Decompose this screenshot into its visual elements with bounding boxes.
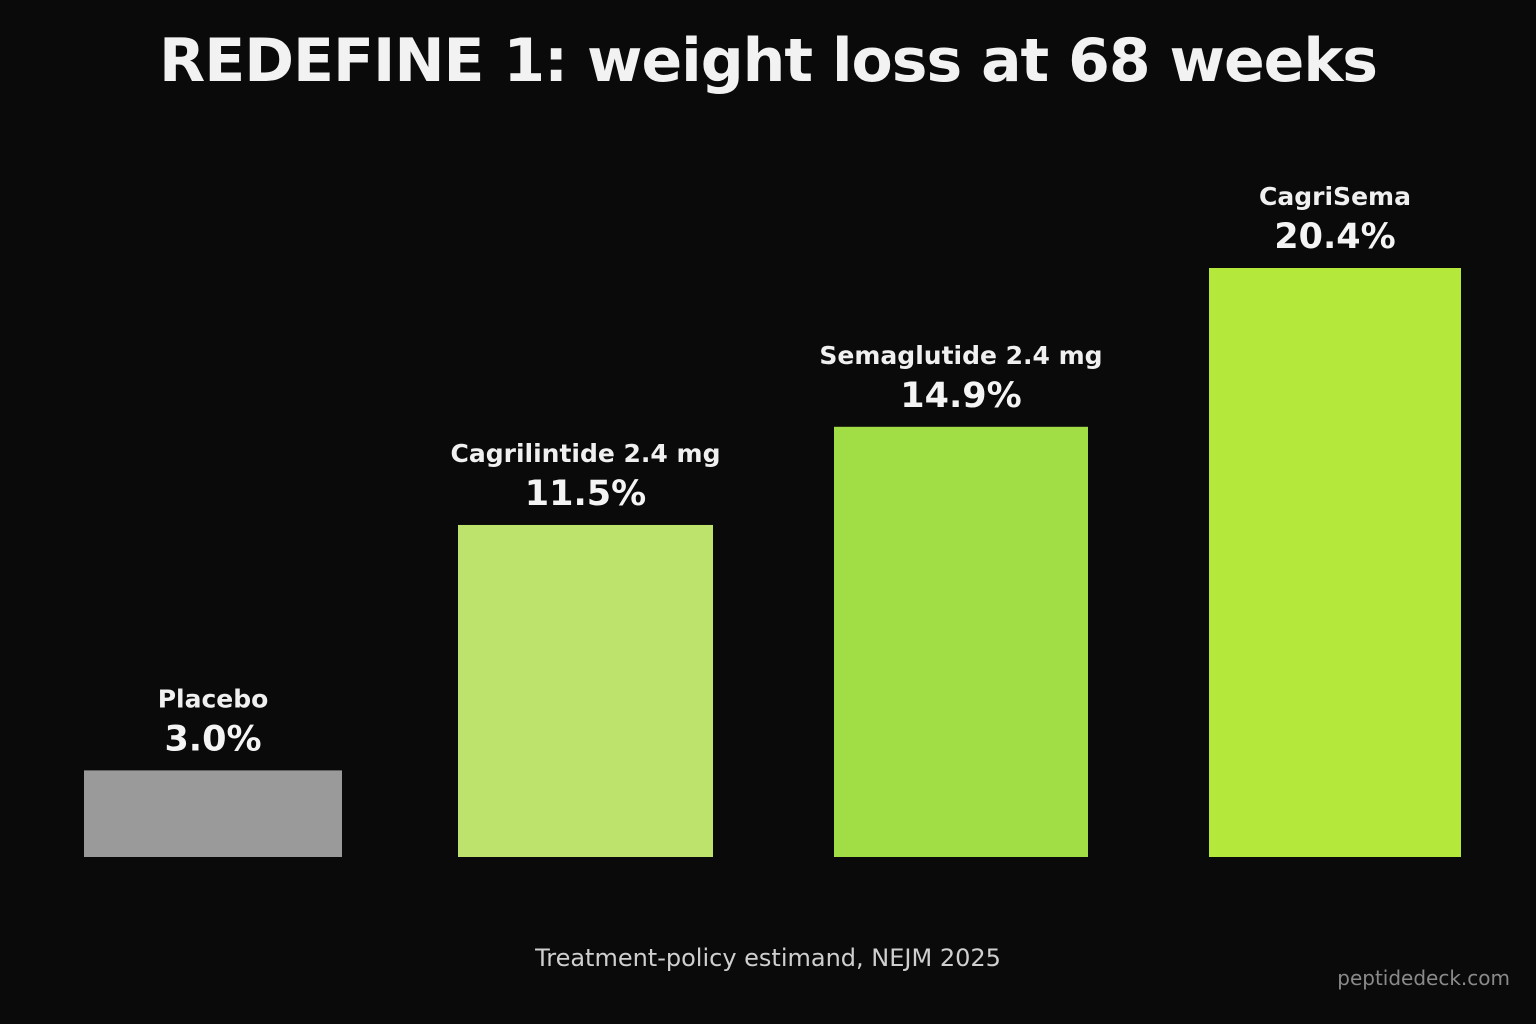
bar-3: [1209, 268, 1461, 857]
bar-value-label-0: 3.0%: [164, 719, 261, 759]
chart-title: REDEFINE 1: weight loss at 68 weeks: [159, 26, 1378, 96]
footnote: Treatment-policy estimand, NEJM 2025: [535, 944, 1001, 972]
bar-value-label-3: 20.4%: [1274, 217, 1395, 257]
bar-category-label-2: Semaglutide 2.4 mg: [819, 341, 1102, 370]
bar-value-label-2: 14.9%: [900, 376, 1021, 416]
bar-category-label-3: CagriSema: [1259, 182, 1411, 211]
watermark: peptidedeck.com: [1337, 966, 1510, 990]
bar-0: [84, 770, 342, 857]
bar-category-label-1: Cagrilintide 2.4 mg: [451, 439, 721, 468]
bar-1: [458, 524, 713, 857]
bar-value-label-1: 11.5%: [525, 474, 646, 514]
bar-2: [834, 426, 1088, 857]
bar-category-label-0: Placebo: [158, 684, 269, 713]
